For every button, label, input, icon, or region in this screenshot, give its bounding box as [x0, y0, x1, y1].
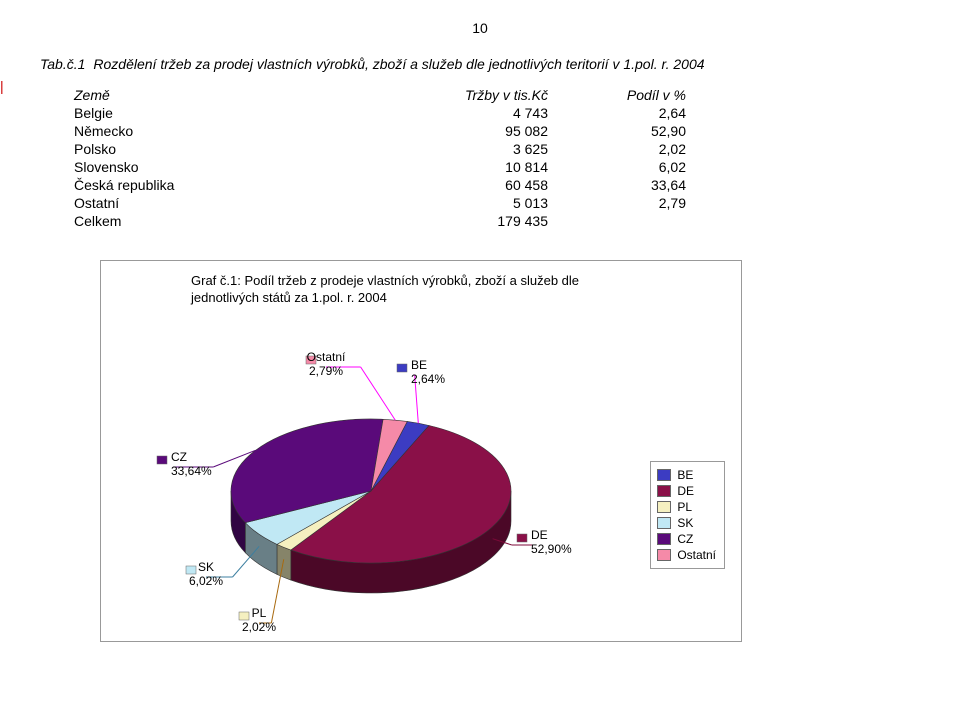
svg-text:6,02%: 6,02%	[189, 574, 223, 588]
legend-item: DE	[657, 484, 716, 498]
legend-label: SK	[677, 516, 693, 530]
legend-item: SK	[657, 516, 716, 530]
legend-label: PL	[677, 500, 692, 514]
table-row: Ostatní5 0132,79	[70, 194, 690, 212]
legend-label: CZ	[677, 532, 693, 546]
legend-swatch	[657, 549, 671, 561]
col-country: Země	[70, 86, 384, 104]
legend-swatch	[657, 533, 671, 545]
legend-label: DE	[677, 484, 694, 498]
pie-chart: Graf č.1: Podíl tržeb z prodeje vlastníc…	[100, 260, 742, 642]
legend-swatch	[657, 517, 671, 529]
caption-number: Tab.č.1	[40, 56, 85, 72]
svg-text:2,02%: 2,02%	[242, 620, 276, 634]
svg-text:PL: PL	[252, 606, 267, 620]
data-table: Země Tržby v tis.Kč Podíl v % Belgie4 74…	[70, 86, 690, 230]
svg-text:CZ: CZ	[171, 450, 187, 464]
svg-text:2,64%: 2,64%	[411, 372, 445, 386]
table-row: Česká republika60 45833,64	[70, 176, 690, 194]
table-row: Belgie4 7432,64	[70, 104, 690, 122]
legend-swatch	[657, 469, 671, 481]
margin-mark: |	[0, 78, 4, 94]
legend-item: CZ	[657, 532, 716, 546]
table-header-row: Země Tržby v tis.Kč Podíl v %	[70, 86, 690, 104]
svg-text:52,90%: 52,90%	[531, 542, 572, 556]
svg-text:BE: BE	[411, 358, 427, 372]
svg-text:33,64%: 33,64%	[171, 464, 212, 478]
table-row: Německo95 08252,90	[70, 122, 690, 140]
page-number: 10	[40, 20, 920, 36]
chart-title: Graf č.1: Podíl tržeb z prodeje vlastníc…	[191, 273, 631, 307]
legend: BE DE PL SK CZ Ostatní	[650, 461, 725, 569]
legend-item: PL	[657, 500, 716, 514]
legend-label: BE	[677, 468, 693, 482]
legend-swatch	[657, 501, 671, 513]
legend-item: Ostatní	[657, 548, 716, 562]
svg-text:SK: SK	[198, 560, 214, 574]
table-row: Polsko3 6252,02	[70, 140, 690, 158]
svg-text:Ostatní: Ostatní	[307, 350, 346, 364]
svg-text:2,79%: 2,79%	[309, 364, 343, 378]
caption-text: Rozdělení tržeb za prodej vlastních výro…	[93, 56, 704, 72]
legend-label: Ostatní	[677, 548, 716, 562]
table-row: Slovensko10 8146,02	[70, 158, 690, 176]
col-revenue: Tržby v tis.Kč	[384, 86, 552, 104]
pie-svg: BE2,64%DE52,90%PL2,02%SK6,02%CZ33,64%Ost…	[101, 261, 741, 641]
svg-text:DE: DE	[531, 528, 548, 542]
legend-swatch	[657, 485, 671, 497]
table-row: Celkem179 435	[70, 212, 690, 230]
table-caption: Tab.č.1 Rozdělení tržeb za prodej vlastn…	[40, 56, 920, 72]
legend-item: BE	[657, 468, 716, 482]
col-share: Podíl v %	[552, 86, 690, 104]
